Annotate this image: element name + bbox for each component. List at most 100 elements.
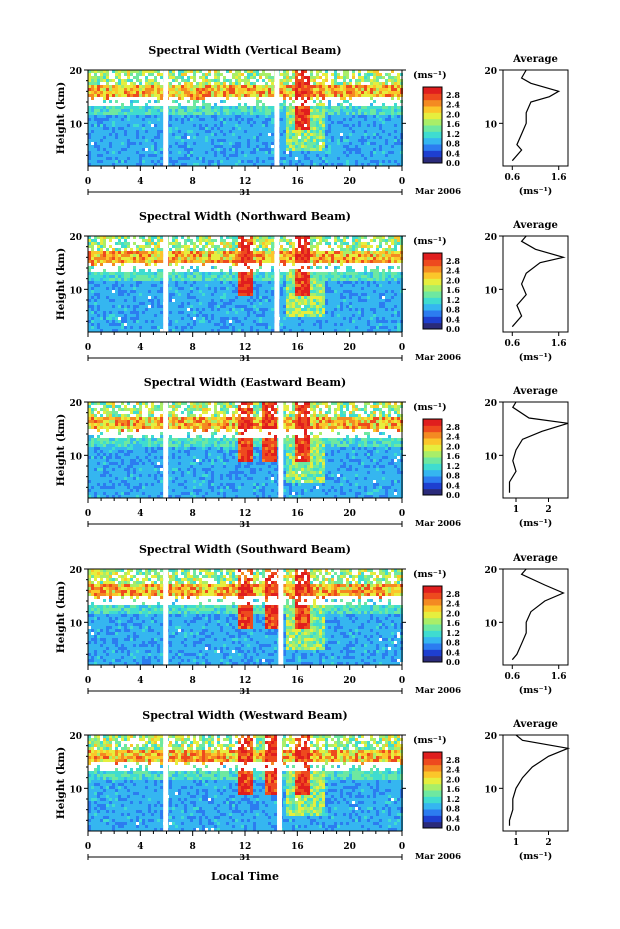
heatmap-cell <box>241 275 244 278</box>
heatmap-cell <box>256 311 259 314</box>
heatmap-cell <box>106 281 109 284</box>
heatmap-cell <box>394 76 397 79</box>
heatmap-cell <box>94 323 97 326</box>
heatmap-cell <box>247 242 250 245</box>
heatmap-cell <box>241 317 244 320</box>
heatmap-cell <box>367 142 370 145</box>
heatmap-cell <box>280 121 283 124</box>
heatmap-cell <box>316 127 319 130</box>
heatmap-cell <box>190 317 193 320</box>
heatmap-cell <box>97 305 100 308</box>
heatmap-cell <box>343 127 346 130</box>
heatmap-cell <box>283 160 286 163</box>
heatmap-cell <box>214 296 217 299</box>
heatmap-cell <box>121 278 124 281</box>
heatmap-cell <box>262 299 265 302</box>
heatmap-cell <box>136 311 139 314</box>
heatmap-cell <box>103 245 106 248</box>
heatmap-cell <box>388 79 391 82</box>
heatmap-cell <box>289 103 292 106</box>
heatmap-cell <box>154 109 157 112</box>
heatmap-cell <box>229 299 232 302</box>
heatmap-cell <box>262 248 265 251</box>
heatmap-cell <box>379 109 382 112</box>
heatmap-cell <box>328 142 331 145</box>
heatmap-cell <box>130 281 133 284</box>
heatmap-cell <box>199 160 202 163</box>
heatmap-cell <box>112 124 115 127</box>
heatmap-cell <box>268 79 271 82</box>
heatmap-cell <box>391 124 394 127</box>
heatmap-cell <box>268 124 271 127</box>
heatmap-cell <box>157 269 160 272</box>
heatmap-cell <box>247 88 250 91</box>
heatmap-cell <box>304 148 307 151</box>
heatmap-cell <box>103 329 106 332</box>
heatmap-cell <box>238 142 241 145</box>
heatmap-cell <box>328 145 331 148</box>
heatmap-cell <box>244 314 247 317</box>
heatmap-cell <box>127 70 130 73</box>
heatmap-cell <box>280 236 283 239</box>
heatmap-cell <box>304 112 307 115</box>
heatmap-cell <box>238 145 241 148</box>
heatmap-cell <box>91 293 94 296</box>
heatmap-cell <box>112 139 115 142</box>
heatmap-cell <box>220 145 223 148</box>
heatmap-cell <box>289 127 292 130</box>
heatmap-cell <box>217 323 220 326</box>
heatmap-cell <box>106 236 109 239</box>
heatmap-cell <box>253 145 256 148</box>
heatmap-cell <box>262 302 265 305</box>
heatmap-cell <box>223 308 226 311</box>
heatmap-cell <box>250 296 253 299</box>
heatmap-cell <box>157 70 160 73</box>
heatmap-cell <box>223 79 226 82</box>
heatmap-cell <box>145 275 148 278</box>
heatmap-cell <box>343 145 346 148</box>
heatmap-cell <box>253 133 256 136</box>
heatmap-cell <box>259 85 262 88</box>
heatmap-cell <box>103 269 106 272</box>
heatmap-cell <box>127 323 130 326</box>
heatmap-cell <box>178 91 181 94</box>
heatmap-cell <box>397 76 400 79</box>
heatmap-cell <box>130 275 133 278</box>
heatmap-cell <box>193 148 196 151</box>
heatmap-cell <box>154 106 157 109</box>
heatmap-cell <box>298 139 301 142</box>
heatmap-cell <box>97 323 100 326</box>
heatmap-cell <box>241 163 244 166</box>
heatmap-cell <box>355 115 358 118</box>
heatmap-cell <box>196 308 199 311</box>
heatmap-cell <box>349 91 352 94</box>
heatmap-cell <box>178 275 181 278</box>
heatmap-cell <box>97 76 100 79</box>
heatmap-cell <box>172 100 175 103</box>
heatmap-cell <box>280 284 283 287</box>
heatmap-cell <box>268 118 271 121</box>
heatmap-cell <box>205 293 208 296</box>
heatmap-cell <box>91 287 94 290</box>
heatmap-cell <box>187 85 190 88</box>
heatmap-cell <box>169 91 172 94</box>
heatmap-cell <box>154 133 157 136</box>
heatmap-cell <box>103 320 106 323</box>
heatmap-cell <box>253 278 256 281</box>
heatmap-cell <box>232 308 235 311</box>
heatmap-cell <box>130 103 133 106</box>
heatmap-cell <box>187 91 190 94</box>
heatmap-cell <box>145 76 148 79</box>
heatmap-cell <box>115 308 118 311</box>
heatmap-cell <box>292 151 295 154</box>
heatmap-cell <box>133 148 136 151</box>
heatmap-cell <box>283 329 286 332</box>
heatmap-cell <box>250 320 253 323</box>
heatmap-cells <box>88 70 403 166</box>
heatmap-cell <box>130 73 133 76</box>
heatmap-cell <box>187 254 190 257</box>
heatmap-cell <box>169 163 172 166</box>
heatmap-cell <box>109 151 112 154</box>
heatmap-cell <box>103 85 106 88</box>
